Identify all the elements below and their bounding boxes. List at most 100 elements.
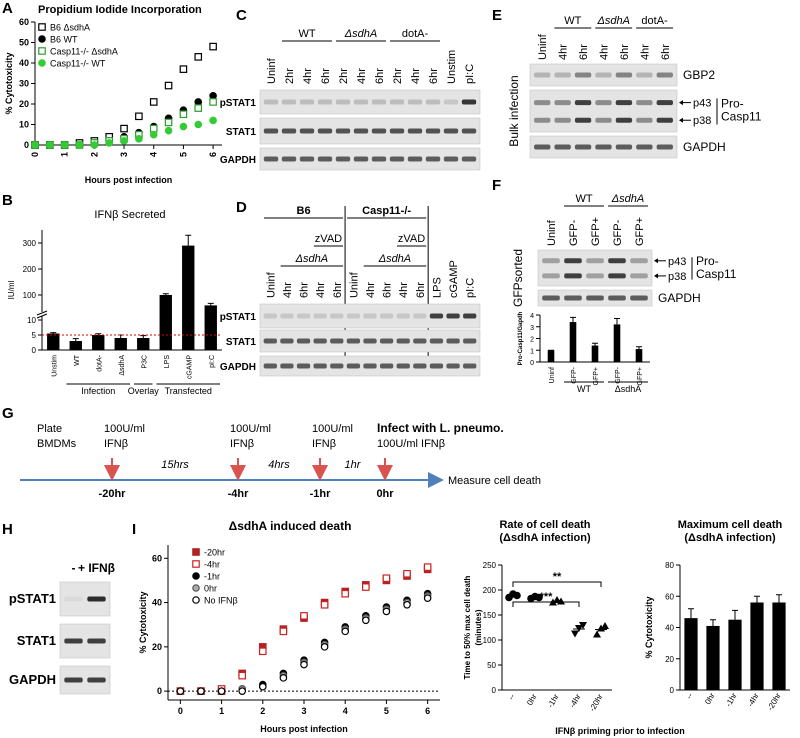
y-axis-label: Time to 50% max cell death <box>463 575 472 679</box>
band <box>371 128 387 134</box>
marker <box>149 98 158 106</box>
error-bar <box>207 302 214 306</box>
bar <box>69 341 82 350</box>
band <box>534 100 551 106</box>
y-tick-label: 30 <box>19 79 29 89</box>
x-tick-label: GFP- <box>615 366 622 383</box>
interval-label: 15hrs <box>161 459 189 471</box>
band <box>299 99 315 105</box>
band <box>64 638 83 644</box>
legend-label: -4hr <box>204 560 220 570</box>
y-tick-label: 60 <box>19 17 29 27</box>
y-tick-label: 0 <box>24 140 29 150</box>
lane-label: 4hr <box>558 44 570 60</box>
y-tick-label: 10 <box>19 120 29 130</box>
side-label: Bulk infection <box>507 75 521 146</box>
band <box>263 99 279 105</box>
event-label: 100U/ml <box>312 423 353 435</box>
x-tick-label: -1hr <box>724 691 739 708</box>
band <box>396 363 410 369</box>
band <box>656 144 673 150</box>
lane-label: Uninf <box>546 219 558 246</box>
band <box>346 338 361 344</box>
group-label: Infection <box>81 386 115 396</box>
x-tick-label: -- <box>684 691 695 700</box>
interval-label: 1hr <box>345 459 362 471</box>
y-tick-label: 200 <box>483 586 497 595</box>
band <box>630 258 648 264</box>
y-tick-label: 5 <box>32 331 37 340</box>
group-label: Casp11-/- <box>362 205 411 217</box>
band <box>379 338 394 344</box>
panel-letter: D <box>236 199 247 216</box>
band <box>280 313 294 319</box>
x-tick-label: 5 <box>178 152 188 157</box>
marker <box>403 600 411 609</box>
bar <box>591 345 599 362</box>
marker <box>320 600 329 609</box>
marker <box>403 569 411 578</box>
x-tick-label: 1 <box>60 152 70 157</box>
lane-label: 2hr <box>284 68 296 84</box>
band <box>281 156 297 162</box>
y-tick-label: 50 <box>19 38 29 48</box>
y-tick-label: 80 <box>665 561 674 570</box>
interval-label: 4hrs <box>268 459 290 471</box>
y-tick-label: 4 <box>530 313 534 320</box>
x-axis-label: Hours post infection <box>260 724 348 734</box>
band <box>630 295 648 301</box>
band <box>586 258 604 264</box>
x-tick-label: 1 <box>219 706 224 716</box>
x-tick-label: cGAMP <box>186 355 193 379</box>
marker <box>382 574 391 583</box>
lane-label: 6hr <box>374 68 386 84</box>
band <box>574 100 592 106</box>
legend-label: 0hr <box>204 584 217 594</box>
marker <box>238 671 246 680</box>
band <box>330 313 344 319</box>
error-bar <box>592 342 598 346</box>
band <box>564 295 582 301</box>
event-label: IFNβ <box>104 438 128 450</box>
band <box>542 295 560 301</box>
x-tick-label: GFP- <box>571 366 578 383</box>
lane-label: LPS <box>431 277 443 298</box>
band <box>636 144 653 150</box>
legend-label: B6 ΔsdhA <box>50 23 90 33</box>
error-bar <box>688 608 694 619</box>
marker <box>601 622 609 629</box>
band <box>413 363 427 369</box>
panel-title: (ΔsdhA infection) <box>684 532 776 544</box>
panel-title: Maximum cell death <box>678 519 783 531</box>
marker <box>38 59 46 67</box>
lane-label: 6hr <box>382 282 394 298</box>
y-tick-label: 2 <box>530 337 534 344</box>
panel-letter: G <box>2 405 14 422</box>
marker <box>279 674 288 682</box>
bar <box>92 335 105 350</box>
bar <box>684 618 698 690</box>
lane-label: 6hr <box>320 68 332 84</box>
event-time: 0hr <box>376 488 394 500</box>
y-tick-label: 20 <box>19 99 29 109</box>
side-label: GFPsorted <box>511 249 525 307</box>
event-label: 100U/ml <box>104 423 145 435</box>
row-label: pSTAT1 <box>220 312 257 323</box>
marker <box>341 627 350 636</box>
event-label: BMDMs <box>37 438 77 450</box>
lane-label: Unstim <box>446 50 458 84</box>
group-label: ΔsdhA <box>596 15 629 27</box>
lane-label: pI:C <box>465 278 477 298</box>
band <box>574 72 592 78</box>
x-tick-label: WT <box>74 354 81 366</box>
lane-label: Uninf <box>266 57 278 84</box>
marker <box>197 687 205 695</box>
band-label: p43 <box>693 98 711 110</box>
band <box>407 99 423 105</box>
lane-label: 6hr <box>619 44 631 60</box>
band <box>443 99 459 105</box>
marker <box>209 92 217 100</box>
blot-strip <box>529 63 678 87</box>
y-tick-label: 1 <box>530 348 534 355</box>
error-bar <box>732 609 738 620</box>
